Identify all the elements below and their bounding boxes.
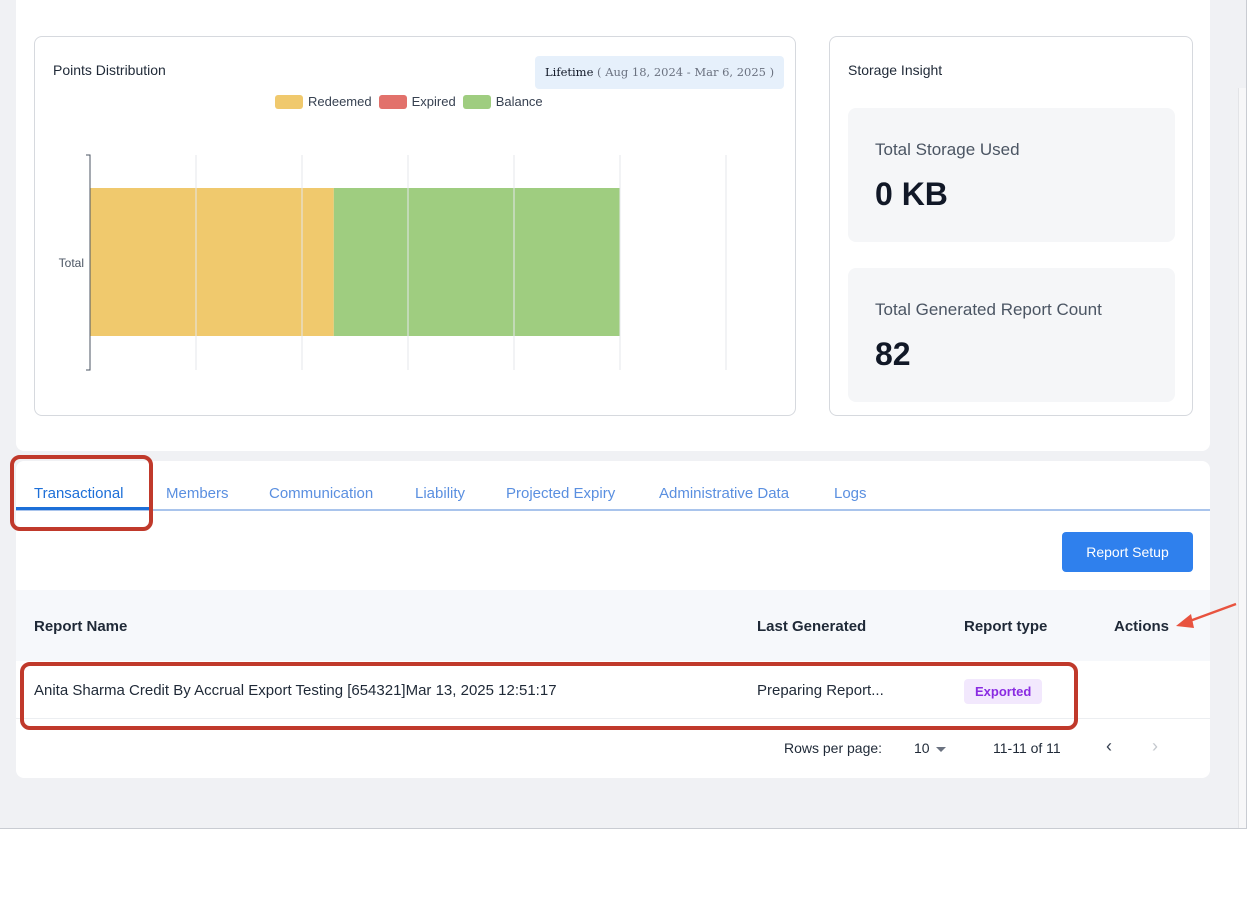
storage-used-label: Total Storage Used (875, 140, 1020, 159)
pagination-range: 11-11 of 11 (993, 740, 1061, 756)
tab-administrative-data[interactable]: Administrative Data (659, 485, 790, 502)
scrollbar[interactable] (1238, 88, 1246, 828)
tab-logs[interactable]: Logs (834, 485, 867, 502)
lifetime-range-badge[interactable]: Lifetime ( Aug 18, 2024 - Mar 6, 2025 ) (535, 56, 785, 89)
active-tab-indicator (16, 507, 152, 510)
storage-used-value: 0 KB (875, 176, 948, 212)
legend-swatch-expired (378, 94, 407, 109)
legend-label-redeemed[interactable]: Redeemed (308, 94, 372, 109)
header-report-name[interactable]: Report Name (34, 618, 128, 635)
report-type-badge: Exported (964, 679, 1043, 704)
rows-per-page-select[interactable]: 10 (914, 740, 946, 756)
points-distribution-card: Points Distribution Lifetime ( Aug 18, 2… (34, 36, 796, 416)
lifetime-label: Lifetime (545, 65, 594, 79)
last-generated-cell: Preparing Report... (757, 682, 884, 699)
table-row[interactable]: Anita Sharma Credit By Accrual Export Te… (16, 661, 1210, 719)
bar-segment-redeemed (90, 188, 334, 336)
report-count-box: Total Generated Report Count 82 (848, 268, 1175, 402)
legend-label-expired[interactable]: Expired (411, 94, 456, 109)
chart-title: Points Distribution (53, 62, 166, 78)
tab-transactional[interactable]: Transactional (34, 485, 124, 502)
chevron-left-icon[interactable]: ‹ (1106, 736, 1112, 756)
legend-swatch-redeemed (275, 94, 303, 109)
report-tabs: Transactional Members Communication Liab… (16, 461, 1210, 511)
header-actions: Actions (1114, 618, 1170, 635)
storage-used-box: Total Storage Used 0 KB (848, 108, 1175, 242)
header-report-type[interactable]: Report type (964, 618, 1048, 635)
tab-liability[interactable]: Liability (415, 485, 466, 502)
lifetime-range: ( Aug 18, 2024 - Mar 6, 2025 ) (597, 65, 775, 79)
y-axis-line (86, 154, 91, 371)
storage-insight-card: Storage Insight Total Storage Used 0 KB … (829, 36, 1193, 416)
bar-segment-balance (333, 188, 620, 336)
storage-title: Storage Insight (848, 62, 943, 78)
rows-per-page-label: Rows per page: (784, 740, 883, 756)
rows-per-page-value: 10 (914, 740, 930, 756)
report-count-value: 82 (875, 336, 911, 372)
report-name-cell[interactable]: Anita Sharma Credit By Accrual Export Te… (34, 682, 557, 699)
legend-label-balance[interactable]: Balance (495, 94, 543, 109)
legend-swatch-balance (462, 94, 491, 109)
tab-projected-expiry[interactable]: Projected Expiry (506, 485, 616, 502)
y-axis-category-label: Total (59, 256, 84, 270)
chevron-right-icon[interactable]: › (1152, 736, 1158, 756)
table-header: Report Name Last Generated Report type A… (16, 590, 1210, 661)
app-viewport: Points Distribution Lifetime ( Aug 18, 2… (0, 0, 1247, 829)
report-count-label: Total Generated Report Count (875, 300, 1102, 319)
tab-members[interactable]: Members (166, 485, 229, 502)
header-last-generated[interactable]: Last Generated (757, 618, 867, 635)
tab-communication[interactable]: Communication (269, 485, 374, 502)
chart-legend: Redeemed Expired Balance (275, 94, 550, 109)
reports-panel: Transactional Members Communication Liab… (16, 461, 1210, 778)
report-setup-button[interactable]: Report Setup (1062, 532, 1193, 572)
chevron-down-icon (935, 746, 946, 752)
points-bar-chart: Total (59, 154, 727, 371)
